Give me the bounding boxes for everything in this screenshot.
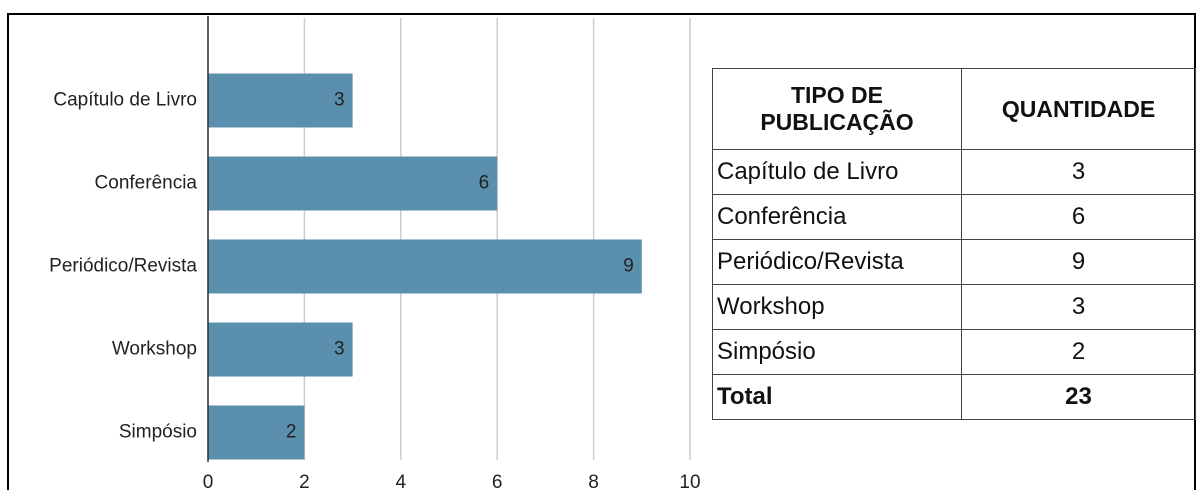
table-cell: Conferência bbox=[712, 194, 962, 240]
x-tick-label: 4 bbox=[396, 472, 407, 490]
table-row: Conferência 6 bbox=[712, 194, 1196, 240]
table-cell: Simpósio bbox=[712, 329, 962, 375]
x-tick-label: 6 bbox=[492, 472, 503, 490]
data-label: 6 bbox=[479, 173, 490, 194]
bars: Capítulo de Livro 3 Conferência 6 Periódico/… bbox=[49, 73, 642, 460]
x-tick-label: 2 bbox=[299, 472, 310, 490]
data-table: TIPO DE PUBLICAÇÃO QUANTIDADE Capítulo d… bbox=[712, 68, 1196, 420]
data-label: 3 bbox=[334, 90, 345, 111]
y-tick-label: Capítulo de Livro bbox=[53, 90, 197, 111]
table-cell: Total bbox=[712, 374, 962, 420]
bar bbox=[208, 156, 498, 211]
bar bbox=[208, 322, 353, 377]
data-label: 3 bbox=[334, 339, 345, 360]
table-cell: 3 bbox=[961, 149, 1196, 195]
table-row: Capítulo de Livro 3 bbox=[712, 149, 1196, 195]
y-tick-label: Workshop bbox=[112, 339, 197, 360]
table-row: Simpósio 2 bbox=[712, 329, 1196, 375]
table-row: Total 23 bbox=[712, 374, 1196, 420]
table-cell: Periódico/Revista bbox=[712, 239, 962, 285]
bar bbox=[208, 405, 305, 460]
table-cell: Workshop bbox=[712, 284, 962, 330]
header-cell: TIPO DE PUBLICAÇÃO bbox=[712, 68, 962, 150]
y-tick-label: Conferência bbox=[95, 173, 198, 194]
table-row: Workshop 3 bbox=[712, 284, 1196, 330]
x-tick-label: 10 bbox=[679, 472, 700, 490]
table-cell: Capítulo de Livro bbox=[712, 149, 962, 195]
table-cell: 9 bbox=[961, 239, 1196, 285]
y-tick-label: Periódico/Revista bbox=[49, 256, 197, 277]
table-row: Periódico/Revista 9 bbox=[712, 239, 1196, 285]
table-cell: 3 bbox=[961, 284, 1196, 330]
data-label: 2 bbox=[286, 422, 297, 443]
bar bbox=[208, 73, 353, 128]
x-tick-label: 0 bbox=[203, 472, 214, 490]
bar bbox=[208, 239, 642, 294]
header-cell: QUANTIDADE bbox=[961, 68, 1196, 150]
y-tick-label: Simpósio bbox=[119, 422, 197, 443]
data-label: 9 bbox=[623, 256, 634, 277]
table-cell: 23 bbox=[961, 374, 1196, 420]
x-tick-label: 8 bbox=[588, 472, 599, 490]
table-cell: 6 bbox=[961, 194, 1196, 240]
table-cell: 2 bbox=[961, 329, 1196, 375]
